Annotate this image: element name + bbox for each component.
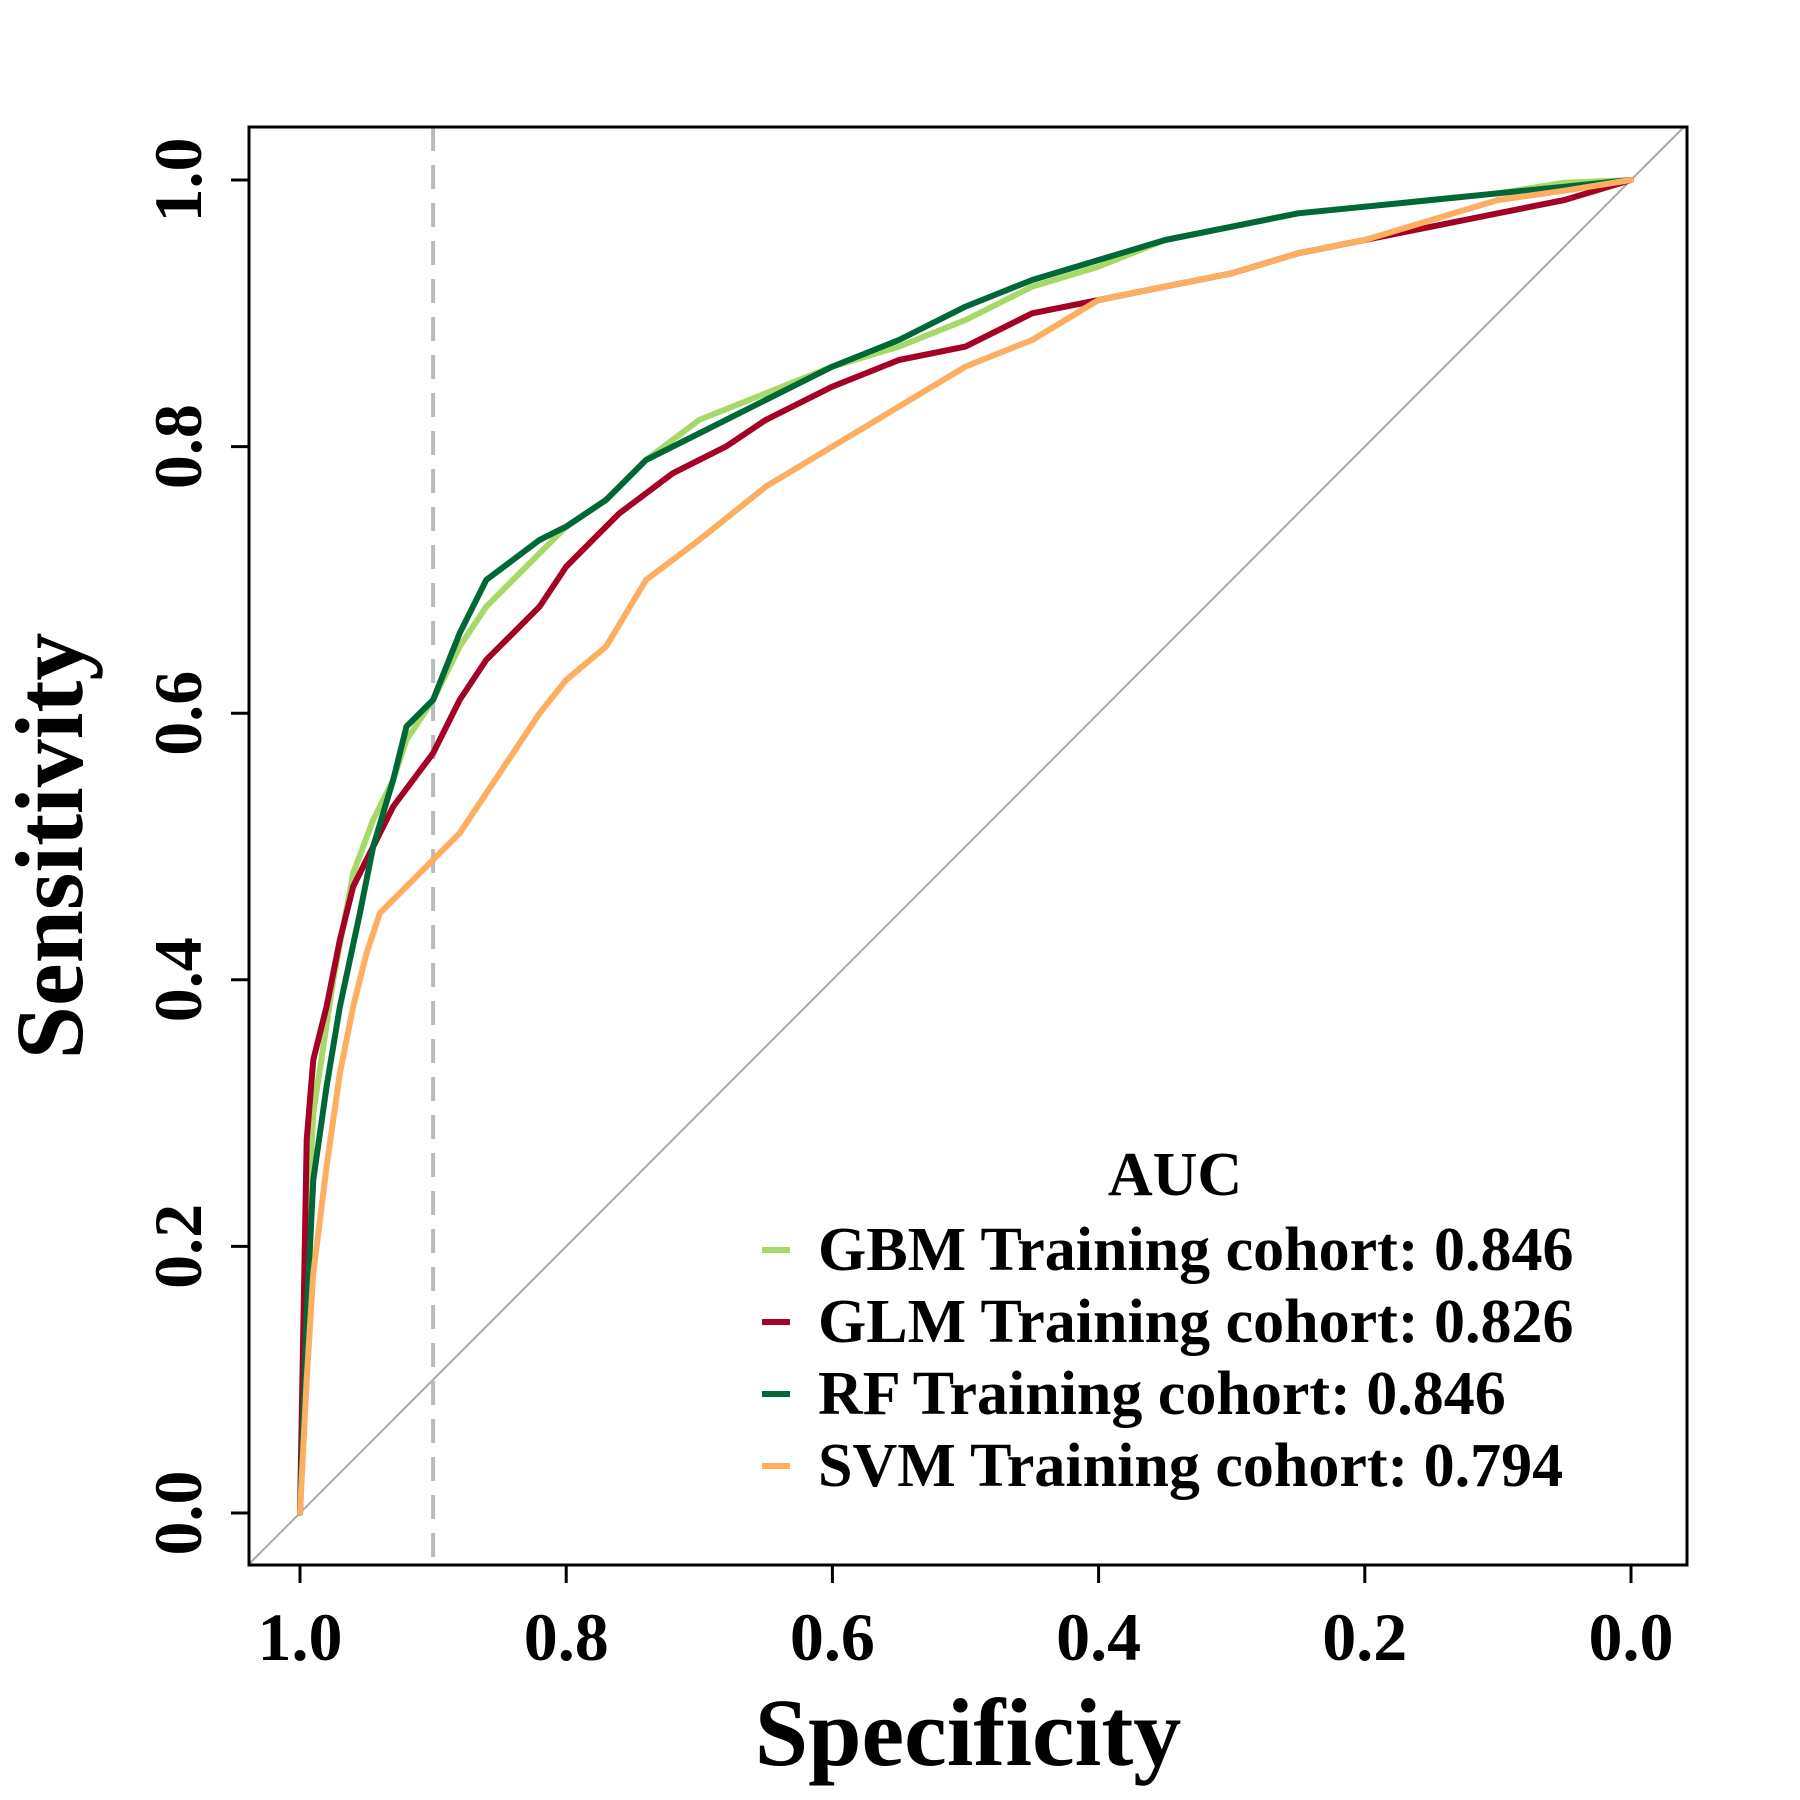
x-tick-label: 0.4 bbox=[1056, 1599, 1141, 1675]
x-tick-label: 0.0 bbox=[1589, 1599, 1674, 1675]
y-tick-label: 0.2 bbox=[140, 1204, 216, 1289]
x-axis-title: Specificity bbox=[755, 1679, 1182, 1786]
roc-curve-svm bbox=[297, 177, 1634, 1516]
x-tick-label: 0.8 bbox=[524, 1599, 609, 1675]
x-axis: 1.0 0.8 0.6 0.4 0.2 0.0 bbox=[258, 1565, 1674, 1675]
legend-label: SVM Training cohort: 0.794 bbox=[818, 1432, 1563, 1500]
reference-diagonal-line bbox=[248, 126, 1685, 1565]
y-tick-label: 0.6 bbox=[140, 671, 216, 756]
y-tick-label: 0.4 bbox=[140, 937, 216, 1022]
reference-layer bbox=[248, 126, 1685, 1565]
y-tick-label: 1.0 bbox=[140, 138, 216, 223]
x-tick-label: 1.0 bbox=[258, 1599, 343, 1675]
legend-label: RF Training cohort: 0.846 bbox=[818, 1360, 1506, 1428]
legend-title: AUC bbox=[1108, 1141, 1242, 1209]
y-tick-label: 0.8 bbox=[140, 404, 216, 489]
legend-label: GBM Training cohort: 0.846 bbox=[818, 1216, 1573, 1284]
x-tick-label: 0.6 bbox=[790, 1599, 875, 1675]
y-axis: 0.0 0.2 0.4 0.6 0.8 1.0 bbox=[140, 138, 249, 1556]
plot-frame bbox=[247, 125, 1689, 1567]
y-axis-title: Sensitivity bbox=[0, 633, 103, 1060]
series-layer bbox=[297, 177, 1634, 1516]
roc-curve-rf bbox=[297, 177, 1634, 1516]
x-tick-label: 0.2 bbox=[1322, 1599, 1407, 1675]
y-tick-label: 0.0 bbox=[140, 1471, 216, 1556]
legend-label: GLM Training cohort: 0.826 bbox=[818, 1288, 1573, 1356]
